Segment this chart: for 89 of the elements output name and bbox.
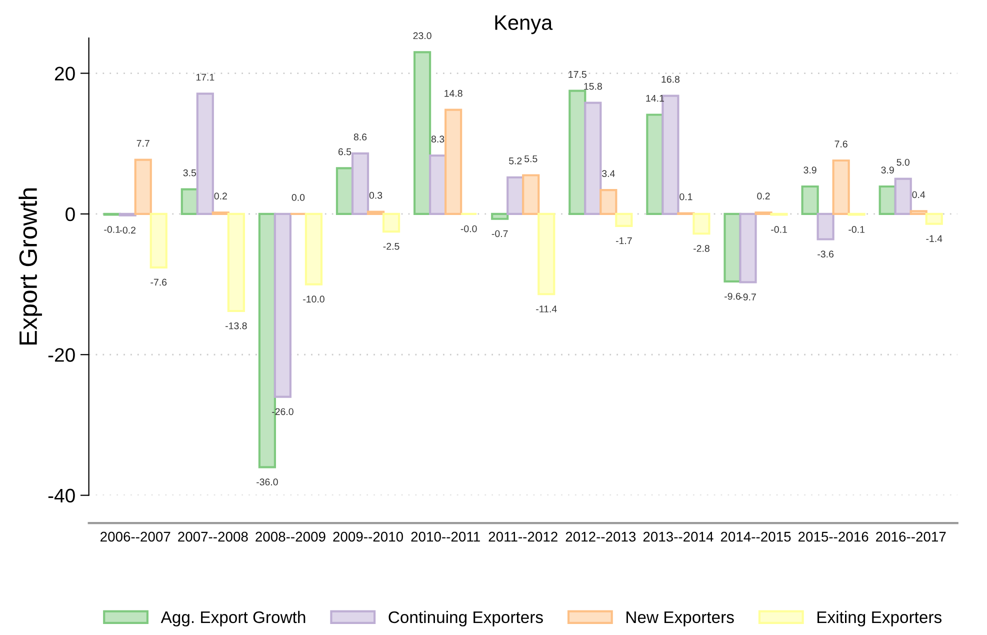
y-tick-label: 0 xyxy=(66,207,75,222)
bar xyxy=(801,185,819,215)
bar xyxy=(816,212,834,240)
bar xyxy=(413,51,432,215)
bar xyxy=(600,188,618,215)
bar xyxy=(304,212,323,286)
data-label: 8.6 xyxy=(354,134,367,140)
x-tick-label: 2009--2010 xyxy=(333,532,403,542)
bar xyxy=(351,152,370,215)
bar xyxy=(366,210,385,215)
data-label: -36.0 xyxy=(256,478,278,486)
data-label: -0.1 xyxy=(848,226,864,233)
data-label: 0.2 xyxy=(757,192,770,200)
y-axis-title: Export Growth xyxy=(18,188,42,345)
data-label: 6.5 xyxy=(338,148,352,156)
legend-label: Agg. Export Growth xyxy=(160,610,306,626)
bar xyxy=(134,158,152,215)
data-label: 0.3 xyxy=(369,192,382,199)
data-label: 14.1 xyxy=(646,94,664,102)
data-label: -0.2 xyxy=(120,226,136,234)
chart-title: Kenya xyxy=(495,15,553,34)
data-label: 16.8 xyxy=(662,76,680,83)
data-label: 3.9 xyxy=(881,166,894,174)
x-tick-label: 2015--2016 xyxy=(798,532,868,542)
y-tick-label: -20 xyxy=(48,348,75,362)
bar xyxy=(522,174,540,215)
bar xyxy=(227,212,245,312)
data-label: 7.7 xyxy=(136,140,150,147)
data-label: -11.4 xyxy=(536,306,557,312)
data-label: 7.6 xyxy=(834,140,848,148)
y-tick-label: 20 xyxy=(54,66,75,81)
data-label: 3.5 xyxy=(183,169,196,176)
legend-label: Continuing Exporters xyxy=(388,610,543,626)
data-label: 17.5 xyxy=(568,71,586,78)
bar xyxy=(615,212,633,227)
data-label: -2.5 xyxy=(383,242,400,250)
data-label: 0.0 xyxy=(292,194,305,201)
legend-label: Exiting Exporters xyxy=(818,610,942,626)
data-label: 23.0 xyxy=(413,32,432,40)
data-label: 8.3 xyxy=(431,136,444,143)
bar xyxy=(910,210,928,215)
data-label: 3.4 xyxy=(602,170,615,177)
data-label: 0.4 xyxy=(912,191,926,198)
x-tick-label: 2010--2011 xyxy=(411,532,480,542)
x-tick-label: 2006--2007 xyxy=(100,532,170,542)
bar xyxy=(538,212,556,296)
legend-label: New Exporters xyxy=(626,611,734,626)
x-tick-label: 2014--2015 xyxy=(720,532,791,542)
data-label: 0.2 xyxy=(214,192,227,200)
x-tick-label: 2012--2013 xyxy=(566,532,636,542)
x-tick-label: 2011--2012 xyxy=(488,532,558,542)
data-label: -1.7 xyxy=(616,237,632,244)
x-tick-label: 2016--2017 xyxy=(876,532,946,542)
data-label: -0.1 xyxy=(771,226,787,233)
data-label: 3.9 xyxy=(804,166,816,174)
x-tick-label: 2008--2009 xyxy=(256,532,326,542)
data-label: 5.2 xyxy=(508,157,522,164)
data-label: -10.0 xyxy=(303,296,324,303)
data-label: 17.1 xyxy=(196,74,214,81)
data-label: -1.4 xyxy=(926,235,942,242)
data-label: 5.5 xyxy=(524,155,538,162)
bar xyxy=(832,159,850,215)
data-label: -9.7 xyxy=(740,294,756,300)
data-label: -0.0 xyxy=(460,225,477,232)
bar xyxy=(274,212,292,398)
data-label: 0.1 xyxy=(680,193,692,200)
bar xyxy=(444,108,462,215)
data-label: -2.8 xyxy=(694,245,710,252)
data-label: 14.8 xyxy=(444,90,462,97)
bar xyxy=(584,102,602,215)
data-label: 5.0 xyxy=(896,158,910,166)
data-label: 15.8 xyxy=(584,82,602,90)
bar xyxy=(894,178,912,215)
bar xyxy=(491,212,509,220)
data-label: -0.1 xyxy=(104,226,120,233)
data-label: -13.8 xyxy=(226,322,247,330)
data-label: -3.6 xyxy=(818,250,834,258)
x-tick-label: 2013--2014 xyxy=(643,532,714,542)
bar xyxy=(150,212,168,268)
data-label: -7.6 xyxy=(150,278,167,286)
bar xyxy=(382,212,400,233)
data-label: -0.7 xyxy=(492,230,508,238)
bar xyxy=(692,212,710,235)
bar xyxy=(925,212,943,225)
bar xyxy=(739,212,757,284)
data-label: -9.6 xyxy=(724,292,740,300)
x-tick-label: 2007--2008 xyxy=(178,532,248,542)
bar xyxy=(196,92,214,215)
y-tick-label: -40 xyxy=(48,488,75,503)
